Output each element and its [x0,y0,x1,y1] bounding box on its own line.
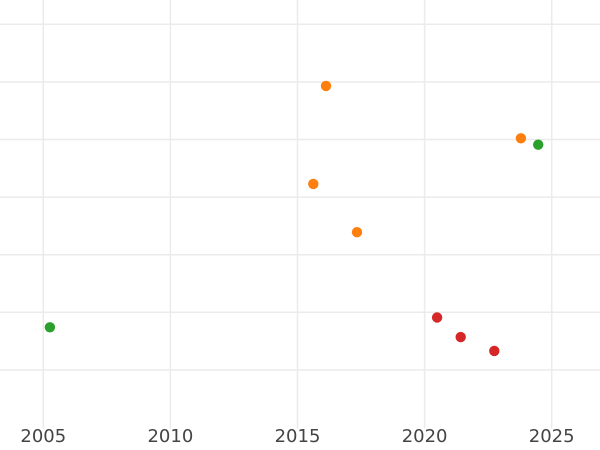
data-point-orange [320,80,332,92]
data-point-red [431,312,443,323]
data-point-green [44,322,56,333]
data-point-orange [351,227,363,238]
data-point-orange [515,133,527,144]
data-point-red [455,331,466,343]
data-point-red [489,345,500,357]
data-point-green [533,139,544,150]
data-point-orange [308,178,319,190]
